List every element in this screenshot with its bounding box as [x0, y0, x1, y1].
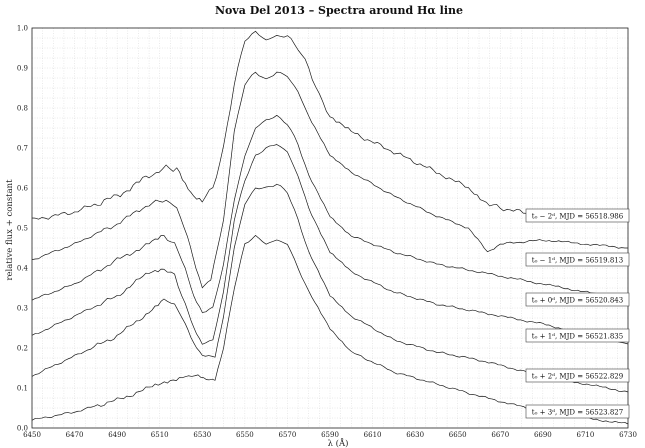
series-label-box [525, 404, 630, 419]
x-tick-label: 6470 [66, 431, 84, 439]
x-tick-label: 6550 [236, 431, 254, 439]
series-group [31, 30, 629, 425]
spectrum-line-2 [31, 114, 629, 313]
series-label-5: t₀ + 3ᵈ, MJD = 56523.827 [525, 404, 630, 419]
x-tick-label: 6690 [534, 431, 552, 439]
x-tick-label: 6590 [321, 431, 339, 439]
spectrum-line-3 [31, 144, 629, 345]
y-tick-label: 0.1 [17, 385, 28, 393]
x-tick-label: 6730 [619, 431, 637, 439]
x-tick-label: 6630 [406, 431, 424, 439]
series-label-text: t₀ + 2ᵈ, MJD = 56522.829 [532, 373, 623, 381]
y-tick-labels: 0.0 0.1 0.2 0.3 0.4 0.5 0.6 0.7 0.8 0.9 1.0 [17, 25, 29, 433]
y-axis-label: relative flux + constant [5, 179, 15, 281]
y-tick-label: 0.4 [17, 265, 29, 273]
series-label-text: t₀ + 0ᵈ, MJD = 56520.843 [532, 297, 623, 305]
x-tick-label: 6710 [577, 431, 595, 439]
series-label-text: t₀ − 1ᵈ, MJD = 56519.813 [532, 257, 623, 265]
y-tick-label: 0.5 [17, 225, 28, 233]
spectrum-line-1 [31, 71, 628, 289]
y-tick-label: 0.0 [17, 425, 28, 433]
series-label-box [525, 208, 630, 223]
x-tick-label: 6610 [364, 431, 382, 439]
x-tick-label: 6670 [491, 431, 509, 439]
y-tick-label: 1.0 [17, 25, 28, 33]
grid [31, 27, 629, 429]
series-label-text: t₀ + 1ᵈ, MJD = 56521.835 [532, 333, 623, 341]
y-tick-label: 0.3 [17, 305, 28, 313]
series-label-box [525, 328, 630, 343]
y-tick-label: 0.8 [17, 105, 28, 113]
x-tick-label: 6570 [279, 431, 297, 439]
series-label-text: t₀ − 2ᵈ, MJD = 56518.986 [532, 213, 624, 221]
series-label-box [525, 252, 630, 267]
series-label-box [525, 368, 630, 383]
x-tick-label: 6490 [108, 431, 126, 439]
series-label-3: t₀ + 1ᵈ, MJD = 56521.835 [525, 328, 630, 343]
series-label-2: t₀ + 0ᵈ, MJD = 56520.843 [525, 292, 630, 307]
x-axis-label: λ (Å) [328, 437, 349, 448]
series-labels: t₀ − 2ᵈ, MJD = 56518.986 t₀ − 1ᵈ, MJD = 5… [525, 208, 630, 419]
series-label-0: t₀ − 2ᵈ, MJD = 56518.986 [525, 208, 630, 223]
y-tick-label: 0.9 [17, 65, 28, 73]
series-label-1: t₀ − 1ᵈ, MJD = 56519.813 [525, 252, 630, 267]
y-tick-label: 0.2 [17, 345, 28, 353]
x-tick-label: 6450 [23, 431, 41, 439]
y-tick-label: 0.6 [17, 185, 29, 193]
spectrum-line-0 [31, 30, 544, 220]
y-tick-label: 0.7 [17, 145, 28, 153]
series-label-4: t₀ + 2ᵈ, MJD = 56522.829 [525, 368, 630, 383]
x-tick-label: 6510 [151, 431, 169, 439]
x-tick-label: 6650 [449, 431, 467, 439]
series-label-text: t₀ + 3ᵈ, MJD = 56523.827 [532, 409, 623, 417]
series-label-box [525, 292, 630, 307]
x-tick-label: 6530 [193, 431, 211, 439]
chart-title: Nova Del 2013 – Spectra around Hα line [215, 4, 463, 17]
x-tick-labels: 6450 6470 6490 6510 6530 6550 6570 6590 6610 6630… [23, 431, 637, 439]
plot-frame [31, 27, 629, 429]
